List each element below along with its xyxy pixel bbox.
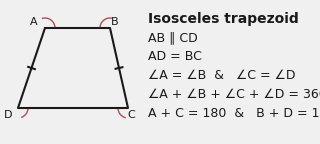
Text: A + C = 180  &   B + D = 180: A + C = 180 & B + D = 180 xyxy=(148,107,320,120)
Text: Isosceles trapezoid: Isosceles trapezoid xyxy=(148,12,299,26)
Text: AB ∥ CD: AB ∥ CD xyxy=(148,31,198,44)
Text: ∠A = ∠B  &   ∠C = ∠D: ∠A = ∠B & ∠C = ∠D xyxy=(148,69,295,82)
Text: ∠A + ∠B + ∠C + ∠D = 360: ∠A + ∠B + ∠C + ∠D = 360 xyxy=(148,88,320,101)
Text: A: A xyxy=(30,17,38,27)
Text: D: D xyxy=(4,110,12,120)
Text: C: C xyxy=(127,110,135,120)
Text: B: B xyxy=(111,17,119,27)
Text: AD = BC: AD = BC xyxy=(148,50,202,63)
